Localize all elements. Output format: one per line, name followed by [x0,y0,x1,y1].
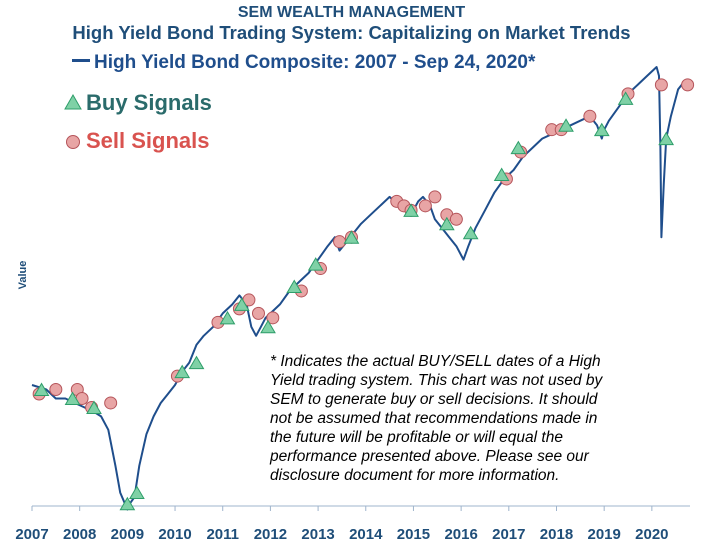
x-tick-label: 2019 [587,526,620,543]
chart-main-title: High Yield Bond Trading System: Capitali… [72,22,631,43]
buy-signal-marker [462,225,479,240]
buy-signal-marker [129,485,145,500]
x-tick-label: 2017 [492,526,525,543]
buy-signal-marker [33,382,50,397]
buy-signal-marker [493,167,510,181]
buy-signal-marker [219,310,236,325]
x-tick-label: 2010 [158,526,191,543]
sell-signal-marker [418,199,432,213]
sell-signal-marker [104,396,118,410]
company-name: SEM WEALTH MANAGEMENT [237,4,466,21]
legend-sell-icon [66,135,80,149]
buy-signal-marker [558,118,574,132]
buy-signal-marker [286,279,303,293]
disclaimer-note: * Indicates the actual BUY/SELL dates of… [270,353,603,484]
x-tick-label: 2008 [63,526,96,543]
sell-signal-marker [49,383,63,397]
legend-series-label: High Yield Bond Composite: 2007 - Sep 24… [94,52,536,73]
buy-signal-marker [617,91,634,105]
sell-signal-marker [583,109,597,123]
x-tick-label: 2015 [397,526,430,543]
x-tick-label: 2013 [301,526,334,543]
buy-signal-marker [260,319,276,334]
buy-signal-marker [438,216,455,231]
x-tick-label: 2012 [254,526,287,543]
x-tick-label: 2009 [111,526,144,543]
sell-signal-marker [449,212,463,226]
x-tick-label: 2016 [444,526,477,543]
legend-buy-label: Buy Signals [86,90,212,115]
x-tick-label: 2020 [635,526,668,543]
buy-signal-marker [307,257,324,271]
buy-signal-marker [343,230,360,244]
buy-signal-marker [593,122,610,137]
x-tick-label: 2014 [349,526,383,543]
sell-signal-marker [333,235,347,249]
legend-sell-label: Sell Signals [86,128,210,153]
sell-signal-marker [266,311,280,325]
buy-signal-marker [188,355,205,370]
x-tick-label: 2007 [15,526,48,543]
buy-signal-marker [86,400,102,414]
buy-signal-marker [233,297,250,311]
legend-line-swatch [72,59,90,63]
buy-signal-marker [510,140,527,155]
buy-signal-marker [658,131,675,146]
buy-signal-marker [119,496,136,511]
sell-signal-marker [428,190,442,204]
series-line [31,66,688,505]
legend-buy-icon [64,93,82,110]
x-tick-label: 2011 [206,526,239,543]
sell-signal-marker [681,78,695,92]
sell-signal-marker [251,306,265,320]
buy-signal-marker [64,391,81,405]
buy-signal-marker [174,364,191,379]
x-tick-label: 2018 [540,526,573,543]
sell-signal-marker [654,78,668,92]
buy-signal-marker [403,203,419,217]
legend-series: High Yield Bond Composite: 2007 - Sep 24… [72,52,535,74]
y-axis-label: Value [17,261,29,290]
